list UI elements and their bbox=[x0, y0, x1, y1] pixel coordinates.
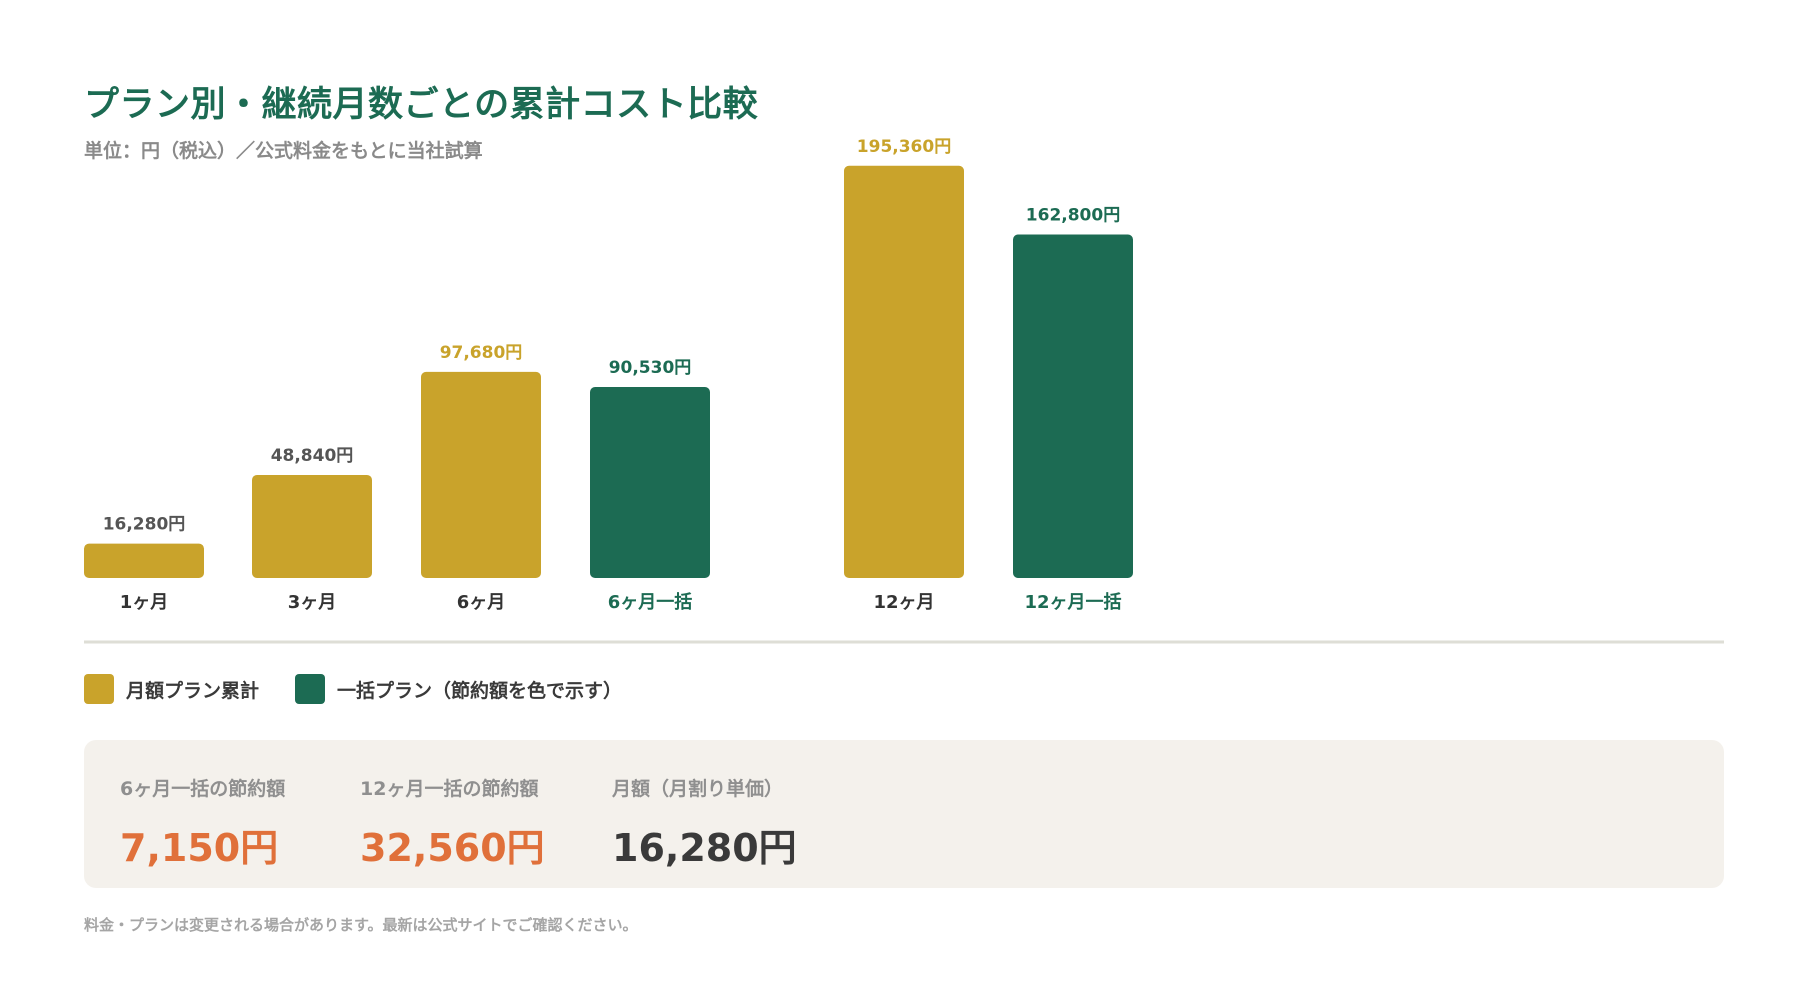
summary-item-12m-saving: 12ヶ月一括の節約額 32,560円 bbox=[360, 774, 545, 872]
summary-label: 12ヶ月一括の節約額 bbox=[360, 778, 539, 800]
summary-item-monthly-unit-price: 月額（月割り単価） 16,280円 bbox=[612, 774, 797, 872]
x-category-label: 6ヶ月一括 bbox=[608, 591, 693, 613]
summary-item-6m-saving: 6ヶ月一括の節約額 7,150円 bbox=[120, 774, 285, 872]
bar-value-label: 97,680円 bbox=[440, 343, 523, 363]
summary-value: 16,280円 bbox=[612, 826, 797, 870]
savings-summary-panel: 6ヶ月一括の節約額 7,150円 12ヶ月一括の節約額 32,560円 月額（月… bbox=[84, 740, 1724, 888]
legend-label-lump: 一括プラン（節約額を色で示す） bbox=[337, 679, 623, 702]
legend-swatch-lump bbox=[295, 674, 326, 704]
summary-label: 6ヶ月一括の節約額 bbox=[120, 778, 286, 800]
bar-5 bbox=[844, 165, 964, 578]
x-category-label: 6ヶ月 bbox=[457, 592, 506, 613]
bar-6 bbox=[1013, 234, 1133, 578]
legend-item-monthly: 月額プラン累計 bbox=[84, 674, 259, 704]
bar-3 bbox=[421, 371, 541, 578]
bar-chart: 16,280円 1ヶ月 48,840円 3ヶ月 97,680円 6ヶ月 90,530円 6ヶ月… bbox=[84, 137, 1724, 644]
summary-label: 月額（月割り単価） bbox=[612, 778, 784, 800]
bar-value-label: 90,530円 bbox=[609, 358, 692, 378]
x-category-label: 3ヶ月 bbox=[288, 592, 337, 613]
x-category-label: 1ヶ月 bbox=[120, 592, 169, 613]
bar-1 bbox=[84, 543, 204, 578]
bar-value-label: 162,800円 bbox=[1026, 205, 1120, 225]
x-category-label: 12ヶ月一括 bbox=[1024, 591, 1121, 613]
bar-value-label: 48,840円 bbox=[271, 446, 354, 466]
footnote: 料金・プランは変更される場合があります。最新は公式サイトでご確認ください。 bbox=[84, 916, 638, 934]
x-category-label: 12ヶ月 bbox=[873, 592, 934, 613]
chart-legend: 月額プラン累計 一括プラン（節約額を色で示す） bbox=[84, 674, 658, 704]
summary-value: 32,560円 bbox=[360, 826, 545, 870]
bar-2 bbox=[252, 474, 372, 578]
legend-label-monthly: 月額プラン累計 bbox=[126, 679, 260, 702]
bar-4 bbox=[590, 386, 710, 578]
legend-swatch-monthly bbox=[84, 674, 114, 704]
chart-subtitle: 単位：円（税込）／公式料金をもとに当社試算 bbox=[84, 140, 483, 162]
legend-item-lump: 一括プラン（節約額を色で示す） bbox=[295, 674, 622, 704]
chart-page: プラン別・継続月数ごとの累計コスト比較 単位：円（税込）／公式料金をもとに当社試… bbox=[84, 0, 1724, 1004]
summary-value: 7,150円 bbox=[120, 826, 279, 870]
bar-value-label: 195,360円 bbox=[857, 137, 951, 157]
chart-title: プラン別・継続月数ごとの累計コスト比較 bbox=[84, 85, 759, 125]
bar-value-label: 16,280円 bbox=[103, 515, 186, 535]
